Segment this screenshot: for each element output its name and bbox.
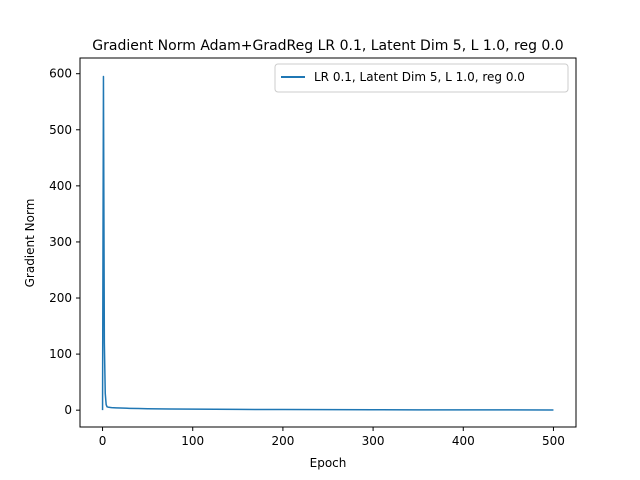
y-tick-label: 0 — [64, 403, 72, 417]
y-tick-label: 600 — [49, 67, 72, 81]
x-axis-label: Epoch — [310, 456, 347, 470]
series-line-0 — [101, 75, 554, 411]
legend-label: LR 0.1, Latent Dim 5, L 1.0, reg 0.0 — [314, 70, 525, 84]
y-tick-label: 100 — [49, 347, 72, 361]
y-tick-label: 200 — [49, 291, 72, 305]
x-tick-label: 500 — [542, 434, 565, 448]
x-tick-label: 400 — [452, 434, 475, 448]
y-tick-label: 400 — [49, 179, 72, 193]
plot-area: 0 100 200 300 400 500 0 100 200 300 400 500 600 — [49, 57, 577, 448]
x-tick-label: 200 — [271, 434, 294, 448]
y-tick-label: 500 — [49, 123, 72, 137]
x-tick-label: 0 — [99, 434, 107, 448]
x-tick-label: 100 — [181, 434, 204, 448]
y-axis-label: Gradient Norm — [23, 199, 37, 288]
chart-title: Gradient Norm Adam+GradReg LR 0.1, Laten… — [92, 38, 563, 54]
legend: LR 0.1, Latent Dim 5, L 1.0, reg 0.0 — [274, 63, 569, 93]
axes-frame — [79, 57, 577, 428]
x-tick-label: 300 — [362, 434, 385, 448]
y-tick-label: 300 — [49, 235, 72, 249]
legend-box — [274, 63, 569, 93]
